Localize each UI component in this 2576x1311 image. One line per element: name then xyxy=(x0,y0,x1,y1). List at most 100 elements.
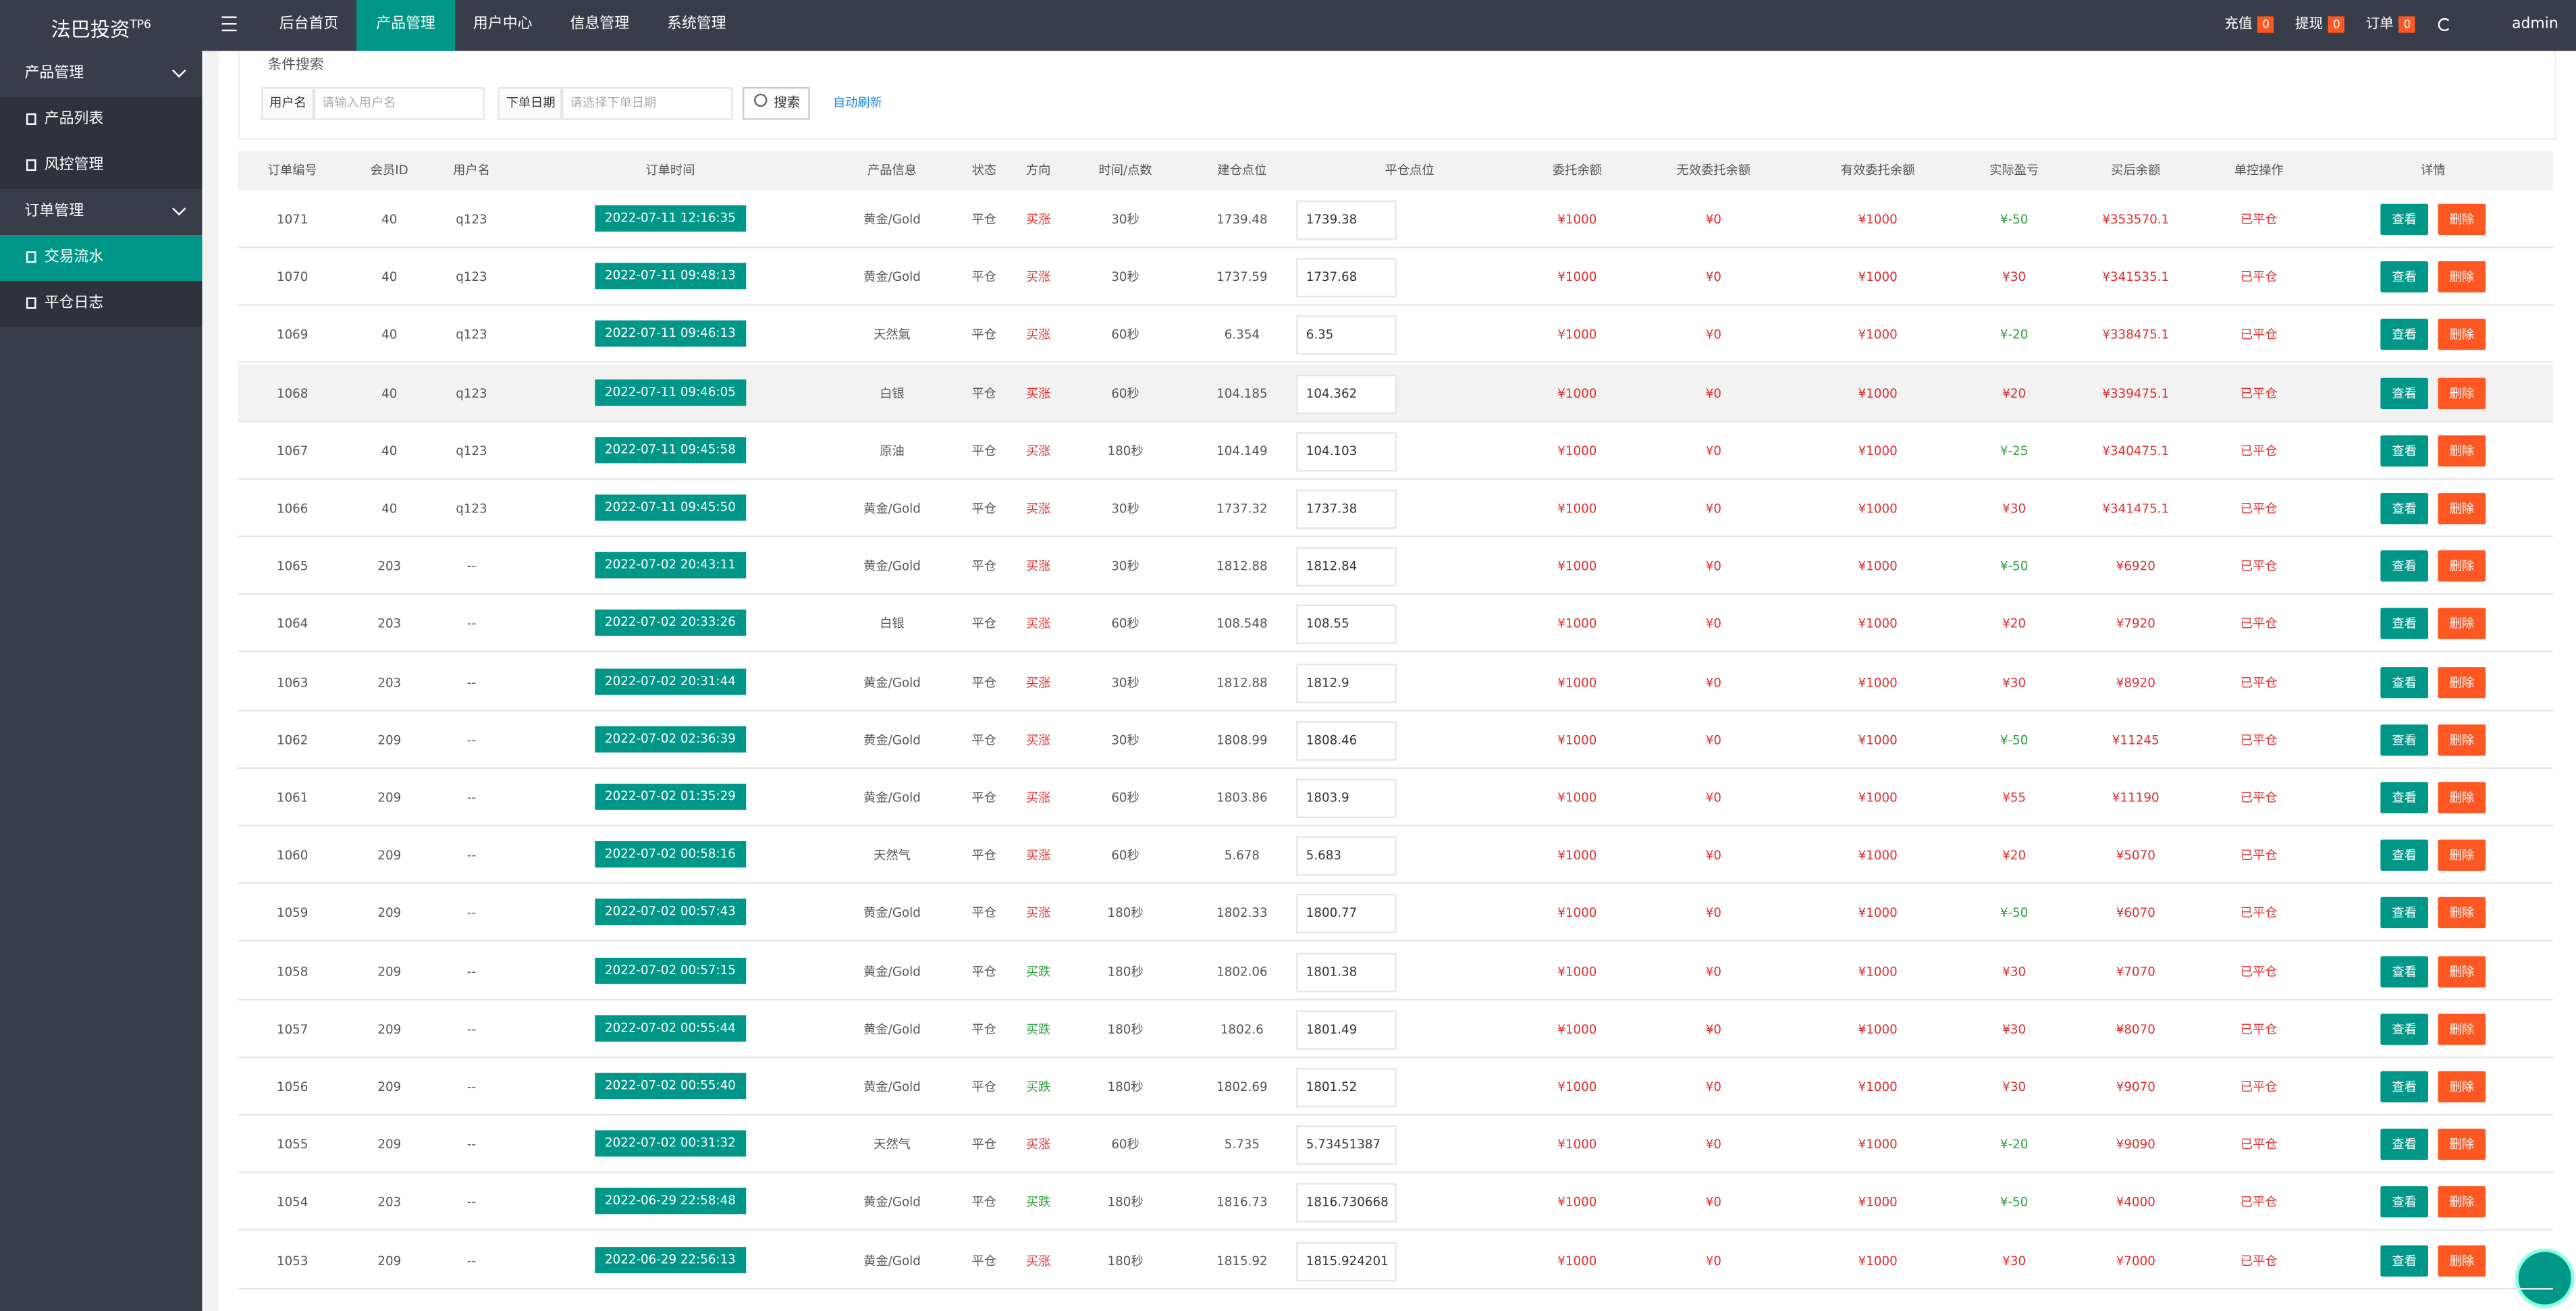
cell: 1737.32 xyxy=(1216,501,1268,516)
delete-button[interactable]: 删除 xyxy=(2438,840,2486,872)
delete-button[interactable]: 删除 xyxy=(2438,955,2486,987)
delete-button[interactable]: 删除 xyxy=(2438,435,2486,466)
close-price-input[interactable]: 1737.38 xyxy=(1296,489,1397,529)
delete-button[interactable]: 删除 xyxy=(2438,1013,2486,1045)
view-button[interactable]: 查看 xyxy=(2380,840,2428,872)
auto-refresh[interactable]: 自动刷新 xyxy=(832,95,882,111)
close-price-input[interactable]: 1801.52 xyxy=(1296,1067,1397,1108)
nav-item[interactable]: 信息管理 xyxy=(570,16,630,33)
text-input[interactable]: 请输入用户名 xyxy=(312,86,485,120)
close-price-input[interactable]: 1812.9 xyxy=(1296,663,1397,703)
delete-button[interactable]: 删除 xyxy=(2438,782,2486,813)
delete-button[interactable]: 删除 xyxy=(2438,1129,2486,1160)
close-price-input[interactable]: 1815.924201 xyxy=(1296,1241,1397,1281)
cell: 买涨 xyxy=(1025,558,1051,574)
view-button[interactable]: 查看 xyxy=(2380,955,2428,987)
badge: 0 xyxy=(2398,16,2416,33)
cell: ¥9090 xyxy=(2116,1137,2155,1152)
cell: 40 xyxy=(381,269,398,285)
nav-item[interactable]: 产品管理 xyxy=(356,0,456,51)
sidebar-item[interactable]: 平仓日志 xyxy=(0,281,203,327)
column-header: 有效委托余额 xyxy=(1840,162,1915,178)
close-price-input[interactable]: 1801.38 xyxy=(1296,952,1397,992)
cell: 60秒 xyxy=(1111,616,1139,632)
close-price-input[interactable]: 5.73451387 xyxy=(1296,1125,1397,1165)
delete-button[interactable]: 删除 xyxy=(2438,493,2486,525)
menu-icon[interactable] xyxy=(221,16,237,32)
order-time: 2022-07-11 09:46:05 xyxy=(595,379,746,406)
sidebar-item[interactable]: 产品列表 xyxy=(0,97,203,143)
close-price-input[interactable]: 5.683 xyxy=(1296,836,1397,876)
close-price-input[interactable]: 1739.38 xyxy=(1296,200,1397,240)
user-name[interactable]: admin xyxy=(2512,16,2558,33)
close-price-input[interactable]: 6.35 xyxy=(1296,316,1397,356)
close-price-input[interactable]: 1812.84 xyxy=(1296,547,1397,587)
close-price-input[interactable]: 1801.49 xyxy=(1296,1010,1397,1050)
close-price-input[interactable]: 108.55 xyxy=(1296,605,1397,645)
view-button[interactable]: 查看 xyxy=(2380,550,2428,582)
close-price-input[interactable]: 1808.46 xyxy=(1296,720,1397,761)
delete-button[interactable]: 删除 xyxy=(2438,550,2486,582)
cell: 已平仓 xyxy=(2240,1021,2278,1037)
view-button[interactable]: 查看 xyxy=(2380,319,2428,351)
delete-button[interactable]: 删除 xyxy=(2438,1071,2486,1102)
delete-button[interactable]: 删除 xyxy=(2438,666,2486,698)
nav-item[interactable]: 用户中心 xyxy=(473,16,533,33)
sidebar-item[interactable]: 风控管理 xyxy=(0,142,203,189)
sidebar-item[interactable]: 订单管理 xyxy=(24,203,84,221)
view-button[interactable]: 查看 xyxy=(2380,1013,2428,1045)
view-button[interactable]: 查看 xyxy=(2380,493,2428,525)
cell: ¥339475.1 xyxy=(2102,385,2170,400)
view-button[interactable]: 查看 xyxy=(2380,666,2428,698)
delete-button[interactable]: 删除 xyxy=(2438,377,2486,408)
search-button[interactable]: 搜索 xyxy=(743,86,810,120)
view-button[interactable]: 查看 xyxy=(2380,377,2428,408)
close-price-input[interactable]: 1816.730668 xyxy=(1296,1183,1397,1223)
delete-button[interactable]: 删除 xyxy=(2438,203,2486,236)
cell: 原油 xyxy=(880,443,905,458)
view-button[interactable]: 查看 xyxy=(2380,1129,2428,1160)
view-button[interactable]: 查看 xyxy=(2380,261,2428,293)
cell: ¥-50 xyxy=(2000,211,2029,227)
delete-button[interactable]: 删除 xyxy=(2438,608,2486,640)
cell: ¥6920 xyxy=(2116,558,2155,574)
view-button[interactable]: 查看 xyxy=(2380,608,2428,640)
header-link[interactable]: 订单 0 xyxy=(2365,0,2416,51)
close-price-input[interactable]: 104.362 xyxy=(1296,373,1397,414)
view-button[interactable]: 查看 xyxy=(2380,724,2428,755)
cell: 已平仓 xyxy=(2240,1195,2278,1210)
refresh-icon[interactable] xyxy=(2438,18,2452,32)
cell: ¥353570.1 xyxy=(2102,211,2170,227)
cell: ¥1000 xyxy=(1557,963,1597,979)
delete-button[interactable]: 删除 xyxy=(2438,724,2486,755)
view-button[interactable]: 查看 xyxy=(2380,1244,2428,1276)
cell: 209 xyxy=(377,1252,402,1268)
delete-button[interactable]: 删除 xyxy=(2438,897,2486,929)
sidebar-item[interactable]: 交易流水 xyxy=(0,235,203,282)
close-price-input[interactable]: 1803.9 xyxy=(1296,778,1397,818)
float-button[interactable] xyxy=(2515,1248,2575,1308)
view-button[interactable]: 查看 xyxy=(2380,435,2428,466)
view-button[interactable]: 查看 xyxy=(2380,1187,2428,1219)
cell: ¥1000 xyxy=(1858,443,1898,458)
delete-button[interactable]: 删除 xyxy=(2438,1244,2486,1276)
close-price-input[interactable]: 104.103 xyxy=(1296,431,1397,471)
text-input[interactable]: 请选择下单日期 xyxy=(560,86,733,120)
sidebar-item[interactable]: 产品管理 xyxy=(24,65,84,82)
order-time: 2022-07-02 01:35:29 xyxy=(595,783,746,810)
delete-button[interactable]: 删除 xyxy=(2438,319,2486,351)
header-link[interactable]: 充值 0 xyxy=(2224,0,2275,51)
view-button[interactable]: 查看 xyxy=(2380,897,2428,929)
delete-button[interactable]: 删除 xyxy=(2438,1187,2486,1219)
view-button[interactable]: 查看 xyxy=(2380,782,2428,813)
cell: ¥1000 xyxy=(1858,1079,1898,1094)
close-price-input[interactable]: 1737.68 xyxy=(1296,258,1397,298)
header-link[interactable]: 提现 0 xyxy=(2295,0,2346,51)
close-price-input[interactable]: 1800.77 xyxy=(1296,894,1397,934)
delete-button[interactable]: 删除 xyxy=(2438,261,2486,293)
nav-item[interactable]: 后台首页 xyxy=(279,16,339,33)
nav-item[interactable]: 系统管理 xyxy=(667,16,726,33)
view-button[interactable]: 查看 xyxy=(2380,1071,2428,1102)
view-button[interactable]: 查看 xyxy=(2380,203,2428,236)
